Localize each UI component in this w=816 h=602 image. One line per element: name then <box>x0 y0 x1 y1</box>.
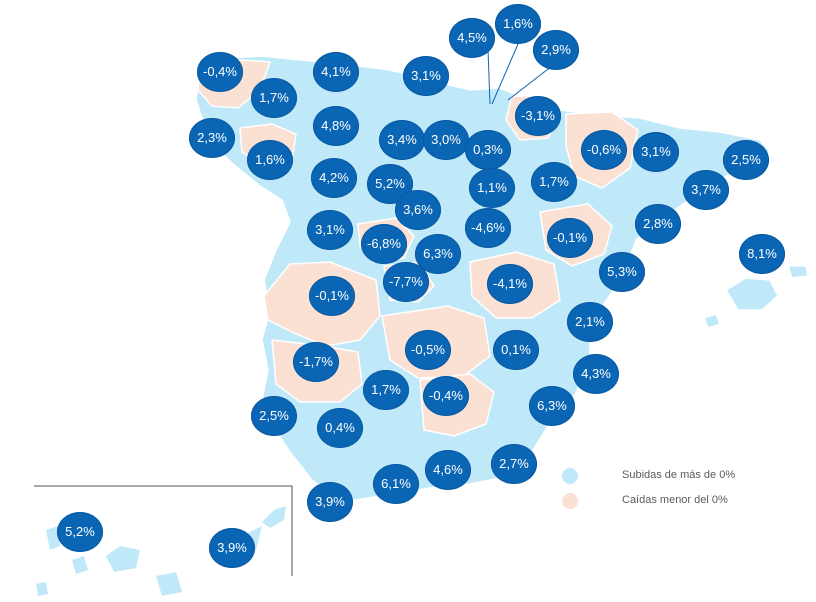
value-bubble: 3,0% <box>423 120 469 160</box>
value-bubble: 3,1% <box>633 132 679 172</box>
value-bubble: -7,7% <box>383 262 429 302</box>
ibiza-land <box>703 313 721 329</box>
legend-rise-swatch <box>562 468 578 484</box>
value-bubble: 3,6% <box>395 190 441 230</box>
value-bubble: -0,1% <box>547 218 593 258</box>
value-bubble: 2,8% <box>635 204 681 244</box>
legend-fall-label: Caídas menor del 0% <box>622 494 728 506</box>
value-bubble: 3,9% <box>209 528 255 568</box>
value-bubble: -0,1% <box>309 276 355 316</box>
value-bubble: 6,1% <box>373 464 419 504</box>
value-bubble: -0,4% <box>423 376 469 416</box>
legend-fall-swatch <box>562 493 578 509</box>
value-bubble: 1,1% <box>469 168 515 208</box>
value-bubble: 5,3% <box>599 252 645 292</box>
value-bubble: 1,7% <box>531 162 577 202</box>
value-bubble: 3,7% <box>683 170 729 210</box>
value-bubble: -4,1% <box>487 264 533 304</box>
value-bubble: 3,1% <box>403 56 449 96</box>
value-bubble: -0,6% <box>581 130 627 170</box>
value-bubble: 0,4% <box>317 408 363 448</box>
canarias-island-5 <box>156 572 182 596</box>
value-bubble: 2,7% <box>491 444 537 484</box>
value-bubble: 0,1% <box>493 330 539 370</box>
value-bubble: 3,4% <box>379 120 425 160</box>
value-bubble: -6,8% <box>361 224 407 264</box>
value-bubble: 1,6% <box>495 4 541 44</box>
value-bubble: 1,7% <box>251 78 297 118</box>
value-bubble: 5,2% <box>57 512 103 552</box>
canarias-island-7 <box>262 506 286 528</box>
canarias-frame <box>34 485 293 576</box>
value-bubble: 4,3% <box>573 354 619 394</box>
value-bubble: -1,7% <box>293 342 339 382</box>
leader-line-3 <box>507 65 553 101</box>
leader-line-2 <box>491 43 519 105</box>
value-bubble: -0,4% <box>197 52 243 92</box>
value-bubble: -4,6% <box>465 208 511 248</box>
value-bubble: 6,3% <box>529 386 575 426</box>
value-bubble: 4,6% <box>425 450 471 490</box>
canarias-island-1 <box>46 526 60 550</box>
value-bubble: 4,8% <box>313 106 359 146</box>
value-bubble: -3,1% <box>515 96 561 136</box>
leader-line-1 <box>487 49 491 105</box>
value-bubble: 3,9% <box>307 482 353 522</box>
menorca-land <box>786 265 809 279</box>
value-bubble: 2,9% <box>533 30 579 70</box>
value-bubble: 4,1% <box>313 52 359 92</box>
value-bubble: 1,7% <box>363 370 409 410</box>
baleares-land <box>724 277 779 311</box>
value-bubble: 4,2% <box>311 158 357 198</box>
canarias-island-4 <box>106 546 140 572</box>
value-bubble: 0,3% <box>465 130 511 170</box>
canarias-island-2 <box>72 556 88 574</box>
value-bubble: 8,1% <box>739 234 785 274</box>
value-bubble: 4,5% <box>449 18 495 58</box>
canarias-island-3 <box>36 582 48 596</box>
value-bubble: 1,6% <box>247 140 293 180</box>
legend-rise-label: Subidas de más de 0% <box>622 469 736 481</box>
value-bubble: 2,5% <box>251 396 297 436</box>
value-bubble: 2,5% <box>723 140 769 180</box>
value-bubble: -0,5% <box>405 330 451 370</box>
value-bubble: 3,1% <box>307 210 353 250</box>
value-bubble: 2,1% <box>567 302 613 342</box>
value-bubble: 2,3% <box>189 118 235 158</box>
